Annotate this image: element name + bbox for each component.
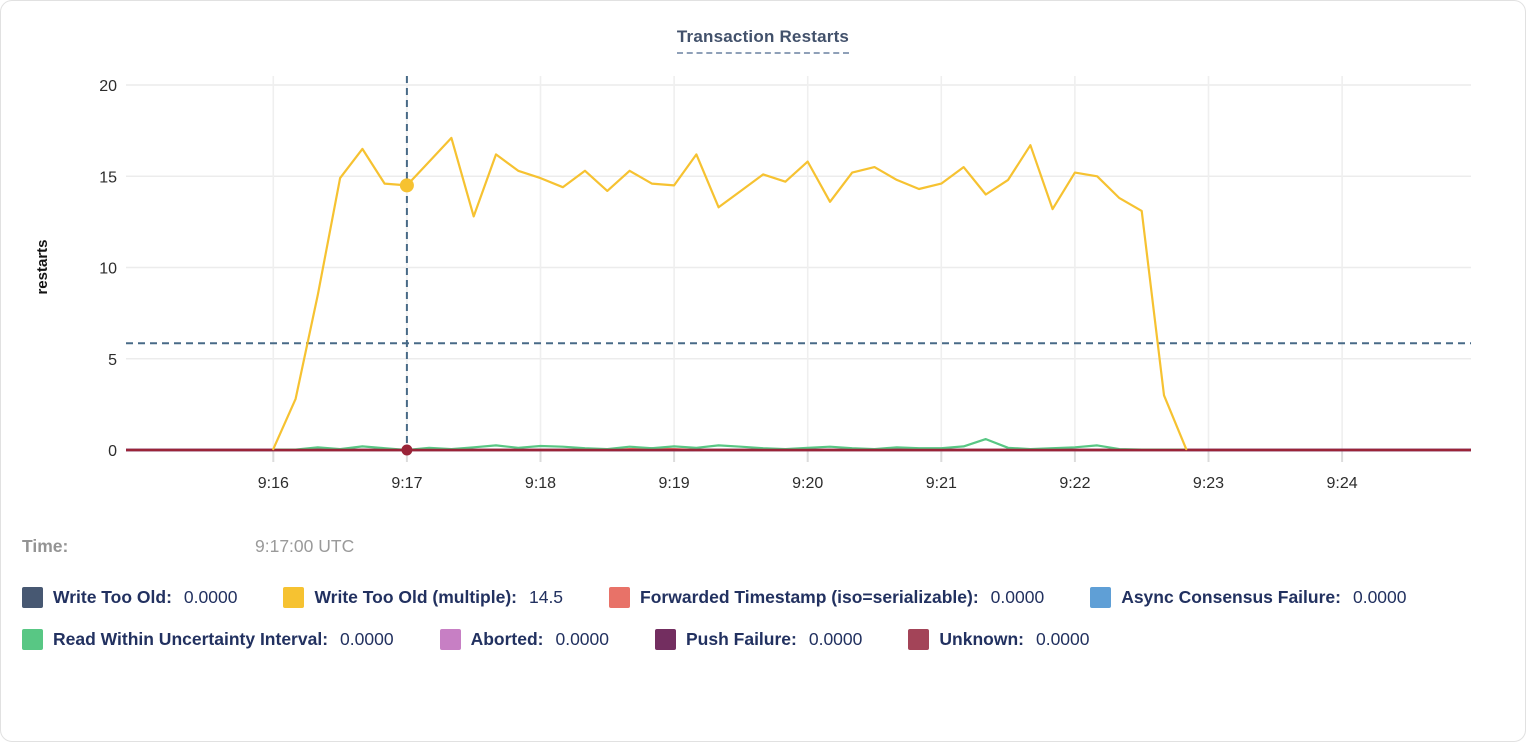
legend-value: 0.0000: [555, 629, 609, 649]
hover-time-row: Time: 9:17:00 UTC: [22, 536, 354, 557]
legend-item[interactable]: Forwarded Timestamp (iso=serializable): 0…: [609, 587, 1044, 608]
legend-label: Write Too Old (multiple):: [314, 587, 517, 607]
x-tick-label: 9:19: [659, 475, 690, 492]
legend: Write Too Old: 0.0000 Write Too Old (multi…: [22, 587, 1422, 650]
x-tick-label: 9:22: [1059, 475, 1090, 492]
legend-value: 0.0000: [340, 629, 394, 649]
legend-value: 0.0000: [990, 587, 1045, 607]
legend-swatch-icon: [283, 587, 305, 608]
legend-label: Push Failure:: [686, 629, 797, 649]
legend-value: 0.0000: [183, 587, 238, 607]
y-tick-label: 10: [99, 261, 117, 278]
legend-value: 0.0000: [1352, 587, 1407, 607]
transaction-restarts-chart[interactable]: 0 5 10 15 20 9:16 9:17 9:18 9:19 9:20 9:21 9:22 9:23…: [1, 1, 1526, 521]
legend-swatch-icon: [22, 629, 43, 650]
legend-item[interactable]: Write Too Old (multiple): 14.5: [283, 587, 563, 608]
legend-swatch-icon: [655, 629, 676, 650]
legend-swatch-icon: [22, 587, 43, 608]
legend-label: Forwarded Timestamp (iso=serializable):: [640, 587, 979, 607]
series-write-too-old-multiple: [272, 136, 1188, 451]
legend-item[interactable]: Async Consensus Failure: 0.0000: [1090, 587, 1407, 608]
y-tick-label: 15: [99, 169, 117, 186]
legend-value: 14.5: [528, 587, 564, 607]
plot-area: 0 5 10 15 20 9:16 9:17 9:18 9:19 9:20 9:21 9:22 9:23…: [99, 76, 1471, 492]
legend-swatch-icon: [1090, 587, 1112, 608]
legend-swatch-icon: [908, 629, 930, 650]
y-tick-label: 5: [108, 352, 117, 369]
x-tick-label: 9:16: [258, 475, 289, 492]
chart-title-wrap: Transaction Restarts: [1, 27, 1525, 54]
legend-swatch-icon: [609, 587, 631, 608]
hover-dot-unknown: [401, 444, 413, 456]
x-tick-label: 9:23: [1193, 475, 1224, 492]
tooltip-time-label: Time:: [22, 536, 69, 556]
legend-value: 0.0000: [1035, 629, 1090, 649]
legend-item[interactable]: Aborted: 0.0000: [439, 629, 609, 650]
legend-label: Aborted:: [470, 629, 544, 649]
hover-dot-write-too-old-multiple: [399, 178, 414, 193]
x-tick-label: 9:21: [926, 475, 957, 492]
y-tick-label: 20: [99, 78, 117, 95]
x-tick-label: 9:17: [391, 475, 422, 492]
tooltip-time-value: 9:17:00 UTC: [255, 536, 355, 556]
legend-swatch-icon: [439, 629, 461, 650]
x-tick-label: 9:18: [525, 475, 556, 492]
legend-label: Write Too Old:: [53, 587, 172, 607]
legend-item[interactable]: Write Too Old: 0.0000: [22, 587, 237, 608]
x-tick-label: 9:24: [1327, 475, 1358, 492]
legend-label: Async Consensus Failure:: [1121, 587, 1341, 607]
y-tick-label: 0: [108, 443, 117, 460]
y-axis-label: restarts: [34, 239, 51, 294]
legend-label: Unknown:: [939, 629, 1024, 649]
legend-item[interactable]: Unknown: 0.0000: [908, 629, 1090, 650]
legend-item[interactable]: Push Failure: 0.0000: [655, 629, 862, 650]
x-tick-label: 9:20: [792, 475, 823, 492]
legend-value: 0.0000: [808, 629, 863, 649]
legend-label: Read Within Uncertainty Interval:: [53, 629, 329, 649]
chart-title[interactable]: Transaction Restarts: [676, 27, 850, 54]
legend-item[interactable]: Read Within Uncertainty Interval: 0.0000: [22, 629, 394, 650]
